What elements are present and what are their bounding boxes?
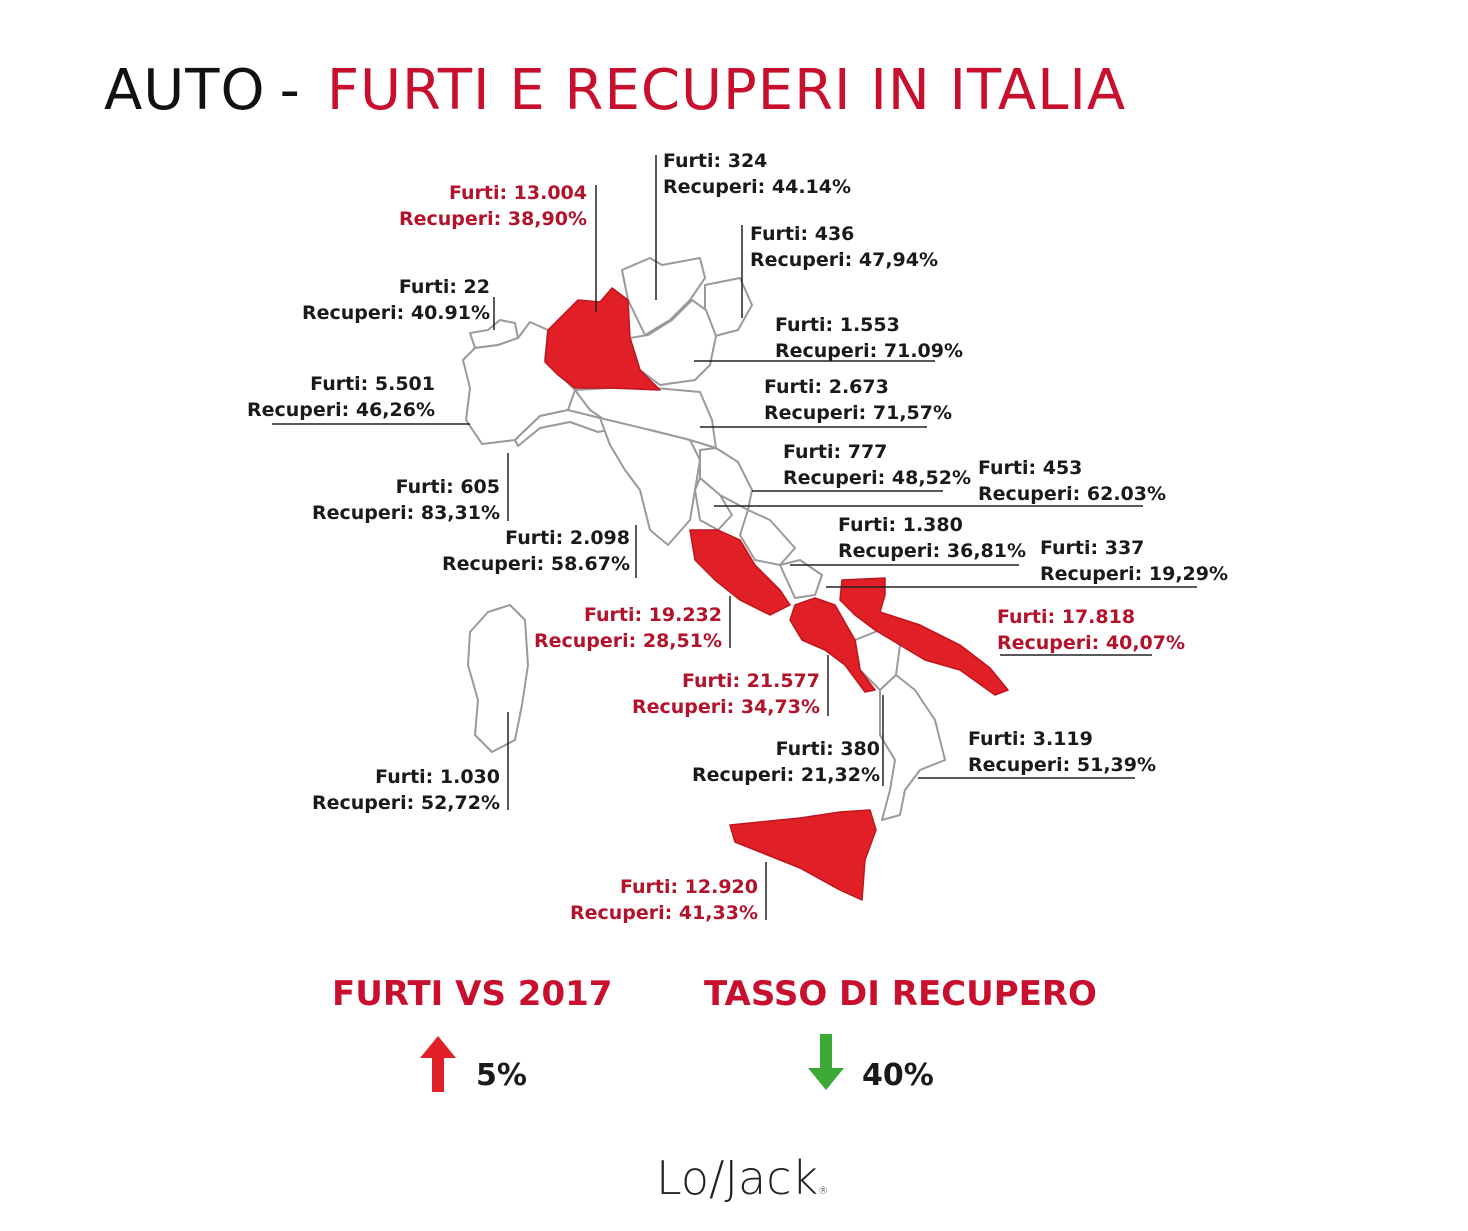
furti-value: Furti: 22 bbox=[398, 276, 490, 298]
label-lombardia: Furti: 13.004 Recuperi: 38,90% bbox=[399, 180, 587, 232]
region-lombardia bbox=[544, 287, 661, 391]
recuperi-value: Recuperi: 36,81% bbox=[838, 540, 1027, 562]
label-lazio: Furti: 19.232 Recuperi: 28,51% bbox=[534, 602, 722, 654]
recuperi-value: Recuperi: 51,39% bbox=[968, 754, 1157, 776]
region-sardegna bbox=[467, 604, 529, 753]
region-toscana bbox=[599, 417, 701, 546]
region-molise bbox=[779, 559, 823, 599]
region-lazio bbox=[689, 529, 791, 616]
down-arrow-icon bbox=[808, 1034, 844, 1090]
furti-value: Furti: 13.004 bbox=[448, 182, 587, 204]
furti-value: Furti: 453 bbox=[978, 457, 1083, 479]
furti-value: Furti: 380 bbox=[775, 738, 880, 760]
leader-lines bbox=[272, 155, 1197, 920]
recuperi-value: Recuperi: 47,94% bbox=[750, 249, 939, 271]
recuperi-value: Recuperi: 28,51% bbox=[533, 630, 722, 652]
region-puglia bbox=[839, 577, 1009, 696]
recuperi-value: Recuperi: 62.03% bbox=[978, 483, 1167, 505]
recuperi-value: Recuperi: 38,90% bbox=[398, 208, 587, 230]
label-abruzzo: Furti: 1.380 Recuperi: 36,81% bbox=[838, 512, 1026, 564]
label-sardegna: Furti: 1.030 Recuperi: 52,72% bbox=[312, 764, 500, 816]
label-trentino: Furti: 324 Recuperi: 44.14% bbox=[663, 148, 851, 200]
region-campania bbox=[789, 597, 876, 693]
recuperi-value: Recuperi: 34,73% bbox=[631, 696, 820, 718]
furti-value: Furti: 436 bbox=[750, 223, 855, 245]
recuperi-value: Recuperi: 46,26% bbox=[246, 399, 435, 421]
furti-value: Furti: 324 bbox=[663, 150, 768, 172]
region-sicilia bbox=[729, 809, 877, 901]
label-veneto: Furti: 1.553 Recuperi: 71.09% bbox=[775, 312, 963, 364]
recuperi-value: Recuperi: 40.91% bbox=[301, 302, 490, 324]
furti-value: Furti: 777 bbox=[783, 441, 888, 463]
furti-value: Furti: 2.673 bbox=[764, 376, 889, 398]
furti-value: Furti: 337 bbox=[1040, 537, 1145, 559]
label-friuli: Furti: 436 Recuperi: 47,94% bbox=[750, 221, 938, 273]
stat-furti-title: FURTI VS 2017 bbox=[332, 974, 613, 1014]
furti-value: Furti: 2.098 bbox=[505, 527, 630, 549]
up-arrow-icon bbox=[420, 1036, 456, 1092]
furti-value: Furti: 3.119 bbox=[968, 728, 1093, 750]
furti-value: Furti: 21.577 bbox=[681, 670, 820, 692]
label-umbria: Furti: 453 Recuperi: 62.03% bbox=[978, 455, 1166, 507]
label-liguria: Furti: 605 Recuperi: 83,31% bbox=[312, 474, 500, 526]
recuperi-value: Recuperi: 52,72% bbox=[311, 792, 500, 814]
title-part-auto: AUTO bbox=[104, 58, 266, 123]
recuperi-value: Recuperi: 21,32% bbox=[691, 764, 880, 786]
region-veneto bbox=[629, 299, 717, 386]
label-toscana: Furti: 2.098 Recuperi: 58.67% bbox=[442, 525, 630, 577]
stat-furti-value: 5% bbox=[476, 1058, 527, 1093]
label-campania: Furti: 21.577 Recuperi: 34,73% bbox=[632, 668, 820, 720]
recuperi-value: Recuperi: 58.67% bbox=[441, 553, 630, 575]
recuperi-value: Recuperi: 83,31% bbox=[311, 502, 500, 524]
lojack-logo: Lo/Jack® bbox=[656, 1150, 828, 1206]
furti-value: Furti: 19.232 bbox=[583, 604, 722, 626]
label-basilicata: Furti: 380 Recuperi: 21,32% bbox=[692, 736, 880, 788]
recuperi-value: Recuperi: 71.09% bbox=[775, 340, 964, 362]
label-emilia: Furti: 2.673 Recuperi: 71,57% bbox=[764, 374, 952, 426]
recuperi-value: Recuperi: 48,52% bbox=[783, 467, 972, 489]
furti-value: Furti: 605 bbox=[395, 476, 500, 498]
recuperi-value: Recuperi: 19,29% bbox=[1040, 563, 1229, 585]
label-marche: Furti: 777 Recuperi: 48,52% bbox=[783, 439, 971, 491]
furti-value: Furti: 12.920 bbox=[619, 876, 758, 898]
registered-mark: ® bbox=[818, 1186, 829, 1197]
recuperi-value: Recuperi: 41,33% bbox=[569, 902, 758, 924]
title-part-main: FURTI E RECUPERI IN ITALIA bbox=[326, 58, 1127, 123]
region-umbria bbox=[694, 477, 733, 531]
recuperi-value: Recuperi: 71,57% bbox=[764, 402, 953, 424]
furti-value: Furti: 1.553 bbox=[775, 314, 900, 336]
region-calabria bbox=[879, 674, 946, 821]
recuperi-value: Recuperi: 44.14% bbox=[663, 176, 852, 198]
recuperi-value: Recuperi: 40,07% bbox=[997, 632, 1186, 654]
stat-recupero-title: TASSO DI RECUPERO bbox=[704, 974, 1097, 1014]
logo-text: Lo/Jack bbox=[656, 1151, 819, 1205]
label-sicilia: Furti: 12.920 Recuperi: 41,33% bbox=[570, 874, 758, 926]
label-molise: Furti: 337 Recuperi: 19,29% bbox=[1040, 535, 1228, 587]
stat-recupero-value: 40% bbox=[862, 1058, 934, 1093]
label-piemonte: Furti: 5.501 Recuperi: 46,26% bbox=[247, 371, 435, 423]
furti-value: Furti: 17.818 bbox=[997, 606, 1136, 628]
highlighted-regions bbox=[544, 287, 1009, 901]
label-calabria: Furti: 3.119 Recuperi: 51,39% bbox=[968, 726, 1156, 778]
page-title: AUTO - FURTI E RECUPERI IN ITALIA bbox=[104, 55, 1126, 127]
label-valle-aosta: Furti: 22 Recuperi: 40.91% bbox=[302, 274, 490, 326]
title-separator: - bbox=[279, 58, 301, 123]
furti-value: Furti: 1.030 bbox=[375, 766, 500, 788]
label-puglia: Furti: 17.818 Recuperi: 40,07% bbox=[997, 604, 1185, 656]
furti-value: Furti: 1.380 bbox=[838, 514, 963, 536]
furti-value: Furti: 5.501 bbox=[310, 373, 435, 395]
